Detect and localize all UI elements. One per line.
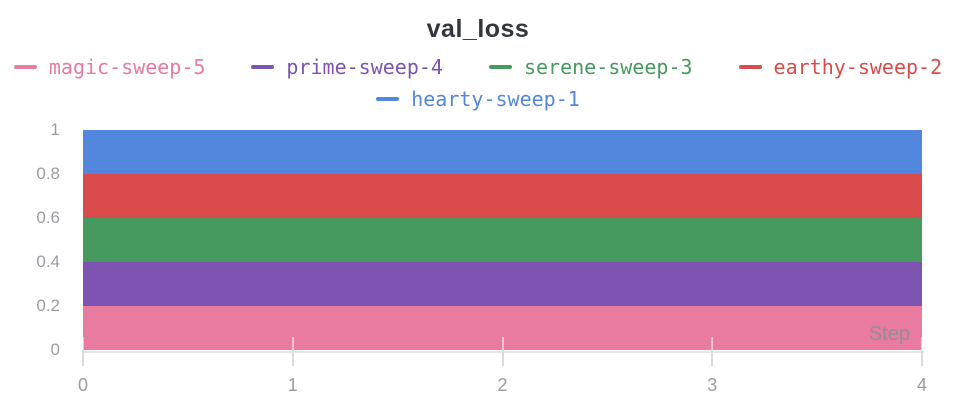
legend-item-label: earthy-sweep-2 <box>773 55 943 79</box>
legend-item-hearty-sweep-1[interactable]: hearty-sweep-1 <box>376 86 580 112</box>
series-band-serene-sweep-3[interactable] <box>83 218 922 262</box>
x-axis-tick-label: 2 <box>497 375 508 395</box>
legend-item-earthy-sweep-2[interactable]: earthy-sweep-2 <box>738 54 943 80</box>
x-axis-tick-label: 4 <box>916 375 928 395</box>
legend-item-prime-sweep-4[interactable]: prime-sweep-4 <box>251 54 443 80</box>
x-tick-mark <box>921 350 923 366</box>
legend: magic-sweep-5 prime-sweep-4 serene-sweep-3… <box>0 54 956 112</box>
x-tick-mark <box>711 337 714 350</box>
x-tick-mark <box>291 350 294 366</box>
x-tick-mark <box>711 350 714 366</box>
legend-item-label: hearty-sweep-1 <box>411 87 580 111</box>
y-axis-tick-label: 1 <box>50 120 60 139</box>
legend-line-icon <box>376 97 400 101</box>
x-tick-mark <box>501 350 504 366</box>
y-axis-tick-label: 0.8 <box>36 164 60 183</box>
series-band-earthy-sweep-2[interactable] <box>83 174 922 218</box>
legend-item-magic-sweep-5[interactable]: magic-sweep-5 <box>13 54 206 80</box>
legend-item-label: serene-sweep-3 <box>523 55 693 79</box>
x-axis-tick-label: 0 <box>77 375 89 395</box>
series-band-hearty-sweep-1[interactable] <box>83 130 922 174</box>
plot-area[interactable]: Step <box>83 130 922 350</box>
legend-line-icon <box>13 65 37 69</box>
y-axis-tick-label: 0.2 <box>36 296 60 315</box>
legend-item-label: magic-sweep-5 <box>48 55 206 79</box>
legend-line-icon <box>488 65 512 69</box>
y-axis-tick-label: 0.4 <box>36 252 60 271</box>
x-tick-mark <box>82 337 84 350</box>
legend-line-icon <box>738 65 762 69</box>
legend-item-serene-sweep-3[interactable]: serene-sweep-3 <box>488 54 693 80</box>
series-band-prime-sweep-4[interactable] <box>83 262 922 306</box>
x-tick-mark <box>291 337 294 350</box>
x-tick-mark <box>82 350 84 366</box>
x-axis-title: Step <box>868 323 910 345</box>
legend-line-icon <box>251 65 275 69</box>
x-tick-mark <box>921 337 923 350</box>
legend-item-label: prime-sweep-4 <box>286 55 443 79</box>
y-axis-tick-label: 0 <box>50 340 60 359</box>
x-axis-tick-label: 3 <box>707 375 718 395</box>
x-tick-mark <box>501 337 504 350</box>
x-axis-tick-label: 1 <box>287 375 298 395</box>
chart-title: val_loss <box>426 15 530 43</box>
y-axis-tick-label: 0.6 <box>36 208 60 227</box>
x-axis-line <box>83 351 924 353</box>
